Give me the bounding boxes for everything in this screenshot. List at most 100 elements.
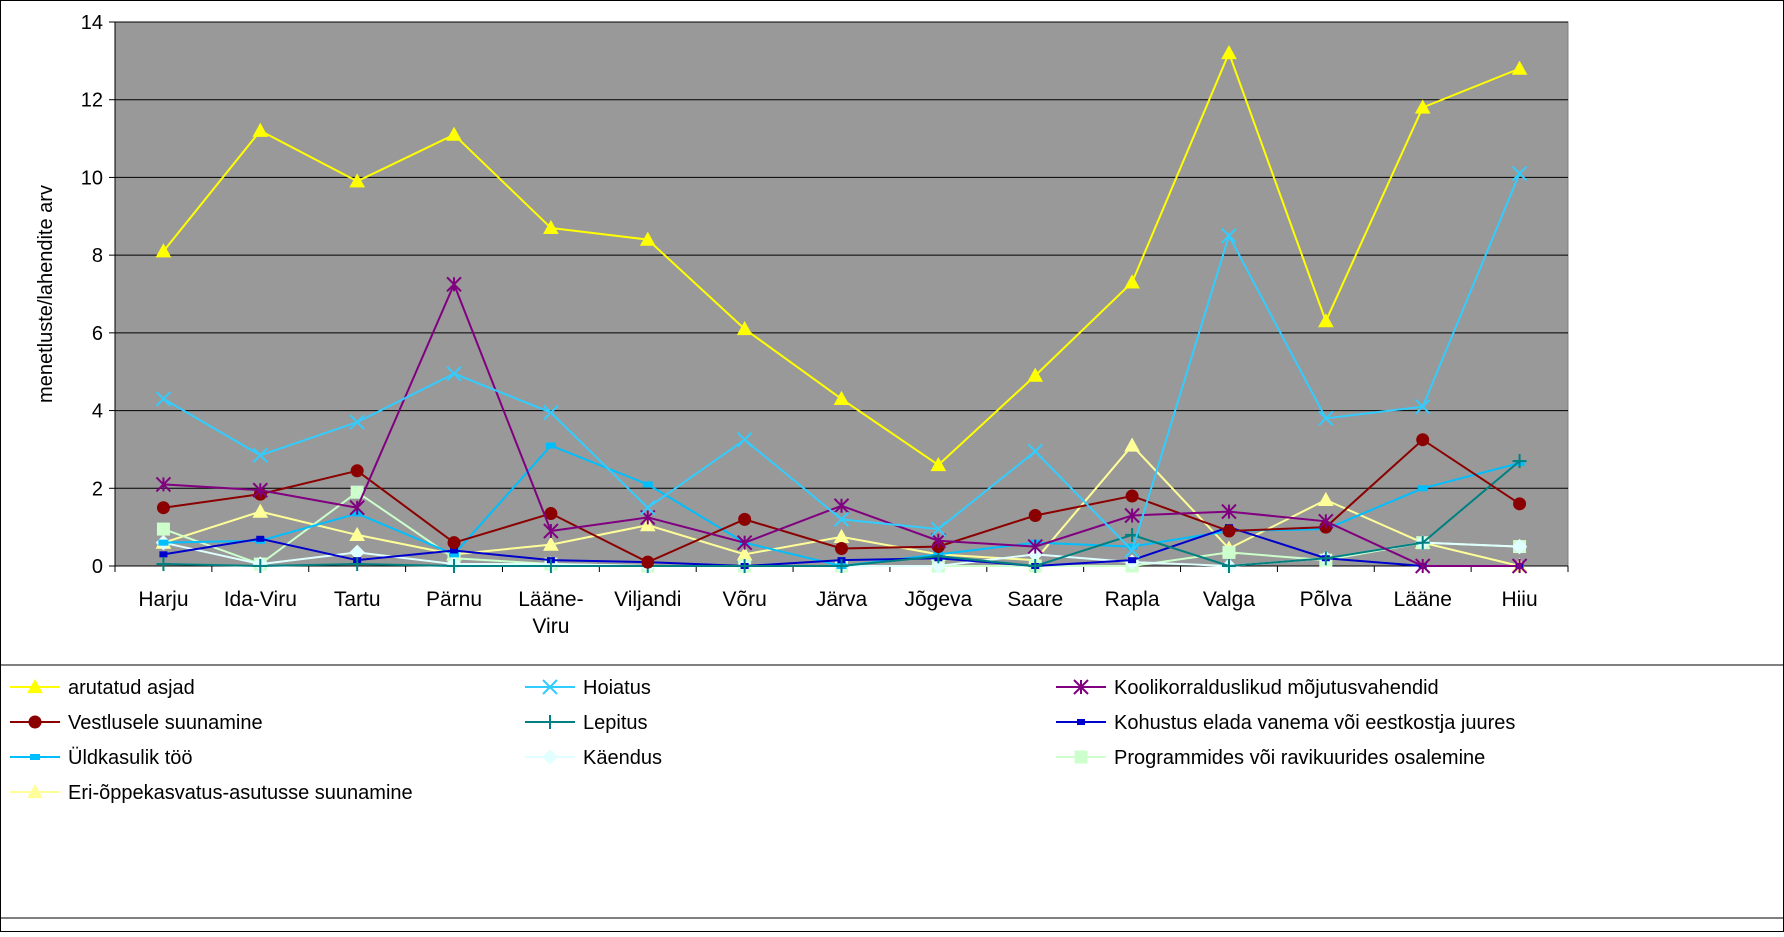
legend-marker: [27, 783, 43, 799]
data-point: [350, 464, 364, 478]
data-point: [833, 511, 850, 528]
data-point: [1415, 535, 1430, 550]
data-point: [156, 557, 171, 572]
x-tick-label: Rapla: [1105, 588, 1160, 611]
legend-item: Eri-õppekasvatus-asutusse suunamine: [10, 782, 413, 804]
legend-item: Hoiatus: [525, 677, 651, 699]
legend-marker: [1077, 719, 1085, 725]
data-point: [545, 442, 556, 449]
data-point: [1124, 274, 1140, 289]
legend-label: Koolikorralduslikud mõjutusvahendid: [1114, 677, 1439, 699]
marker-stroke: [542, 679, 558, 695]
data-point: [1221, 228, 1237, 244]
marker-stroke: [349, 414, 365, 430]
marker-stroke: [446, 365, 462, 382]
data-point: [446, 276, 462, 292]
series-group: [156, 433, 1527, 569]
x-tick-label-line: Ida-Viru: [224, 588, 297, 611]
x-tick-label-line: Viru: [532, 615, 569, 638]
x-tick-label: Lääne- Viru: [518, 588, 583, 638]
data-point: [447, 536, 461, 550]
data-point: [1318, 410, 1334, 427]
data-point: [543, 219, 559, 235]
data-point: [1512, 454, 1527, 469]
legend-marker: [1074, 750, 1088, 764]
marker-stroke: [736, 432, 753, 448]
x-tick-label-line: Järva: [816, 588, 868, 611]
data-point: [252, 482, 269, 498]
data-point: [155, 391, 172, 407]
data-point: [641, 555, 655, 569]
legend-item: Koolikorralduslikud mõjutusvahendid: [1056, 677, 1439, 699]
data-point: [1027, 367, 1044, 382]
x-tick-label: Võru: [722, 588, 766, 611]
legend-label: Kohustus elada vanema või eestkostja juu…: [1114, 712, 1515, 734]
x-tick-label-line: Saare: [1007, 588, 1063, 611]
marker-stroke: [1124, 542, 1140, 559]
data-point: [253, 559, 268, 573]
data-point: [1124, 437, 1140, 452]
x-tick-label-line: Lääne-: [518, 588, 583, 611]
data-point: [737, 559, 752, 573]
data-point: [349, 526, 366, 542]
data-point: [446, 126, 462, 141]
data-point: [930, 558, 947, 574]
x-tick-label: Saare: [1007, 588, 1063, 611]
legend-marker: [542, 679, 558, 695]
series-group: [155, 165, 1528, 559]
data-point: [1511, 60, 1528, 75]
y-tick-label: 2: [92, 478, 103, 500]
data-point: [449, 551, 460, 558]
x-tick-label-line: Viljandi: [614, 588, 681, 611]
data-point: [736, 432, 753, 448]
data-point: [1125, 489, 1139, 503]
data-point: [252, 503, 269, 518]
series-group: [155, 276, 1528, 574]
data-point: [1317, 313, 1334, 328]
data-point: [1127, 543, 1138, 550]
legend-item: Vestlusele suunamine: [10, 712, 263, 734]
data-point: [447, 559, 462, 573]
plot-area: [114, 21, 1569, 567]
data-point: [1124, 507, 1140, 524]
data-point: [639, 517, 656, 532]
data-point: [350, 557, 365, 572]
legend-item: Käendus: [525, 747, 662, 769]
data-point: [1028, 559, 1043, 573]
data-point: [543, 523, 559, 539]
x-tick-label-line: Jõgeva: [905, 588, 973, 611]
data-point: [640, 500, 656, 516]
data-point: [833, 390, 850, 406]
data-point: [834, 559, 849, 573]
data-point: [155, 243, 172, 258]
y-tick-label: 10: [81, 167, 103, 189]
data-point: [446, 365, 462, 382]
data-point: [1222, 545, 1236, 559]
legend-item: Üldkasulik töö: [10, 747, 193, 769]
marker-stroke: [1318, 410, 1334, 427]
x-tick-label: Ida-Viru: [224, 588, 297, 611]
legend-label: Eri-õppekasvatus-asutusse suunamine: [68, 782, 413, 804]
legend-item: arutatud asjad: [10, 677, 195, 699]
data-point: [155, 476, 172, 493]
data-point: [1513, 497, 1527, 511]
data-point: [1128, 557, 1137, 564]
data-point: [543, 536, 559, 551]
legend-label: Programmides või ravikuurides osalemine: [1114, 747, 1485, 769]
x-tick-label: Tartu: [334, 588, 381, 611]
y-tick-label: 0: [92, 556, 103, 578]
legend-marker: [30, 754, 40, 760]
data-point: [930, 533, 947, 549]
data-point: [736, 320, 753, 336]
legend-label: Lepitus: [583, 712, 648, 734]
x-tick-label-line: Hiiu: [1501, 588, 1537, 611]
data-point: [833, 498, 850, 514]
y-tick-label: 4: [92, 401, 103, 423]
x-tick-label-line: Põlva: [1300, 588, 1353, 611]
data-point: [1414, 99, 1431, 114]
data-point: [1317, 491, 1334, 507]
x-tick-label: Järva: [816, 588, 868, 611]
legend-label: Vestlusele suunamine: [68, 712, 263, 734]
data-point: [1414, 558, 1431, 574]
